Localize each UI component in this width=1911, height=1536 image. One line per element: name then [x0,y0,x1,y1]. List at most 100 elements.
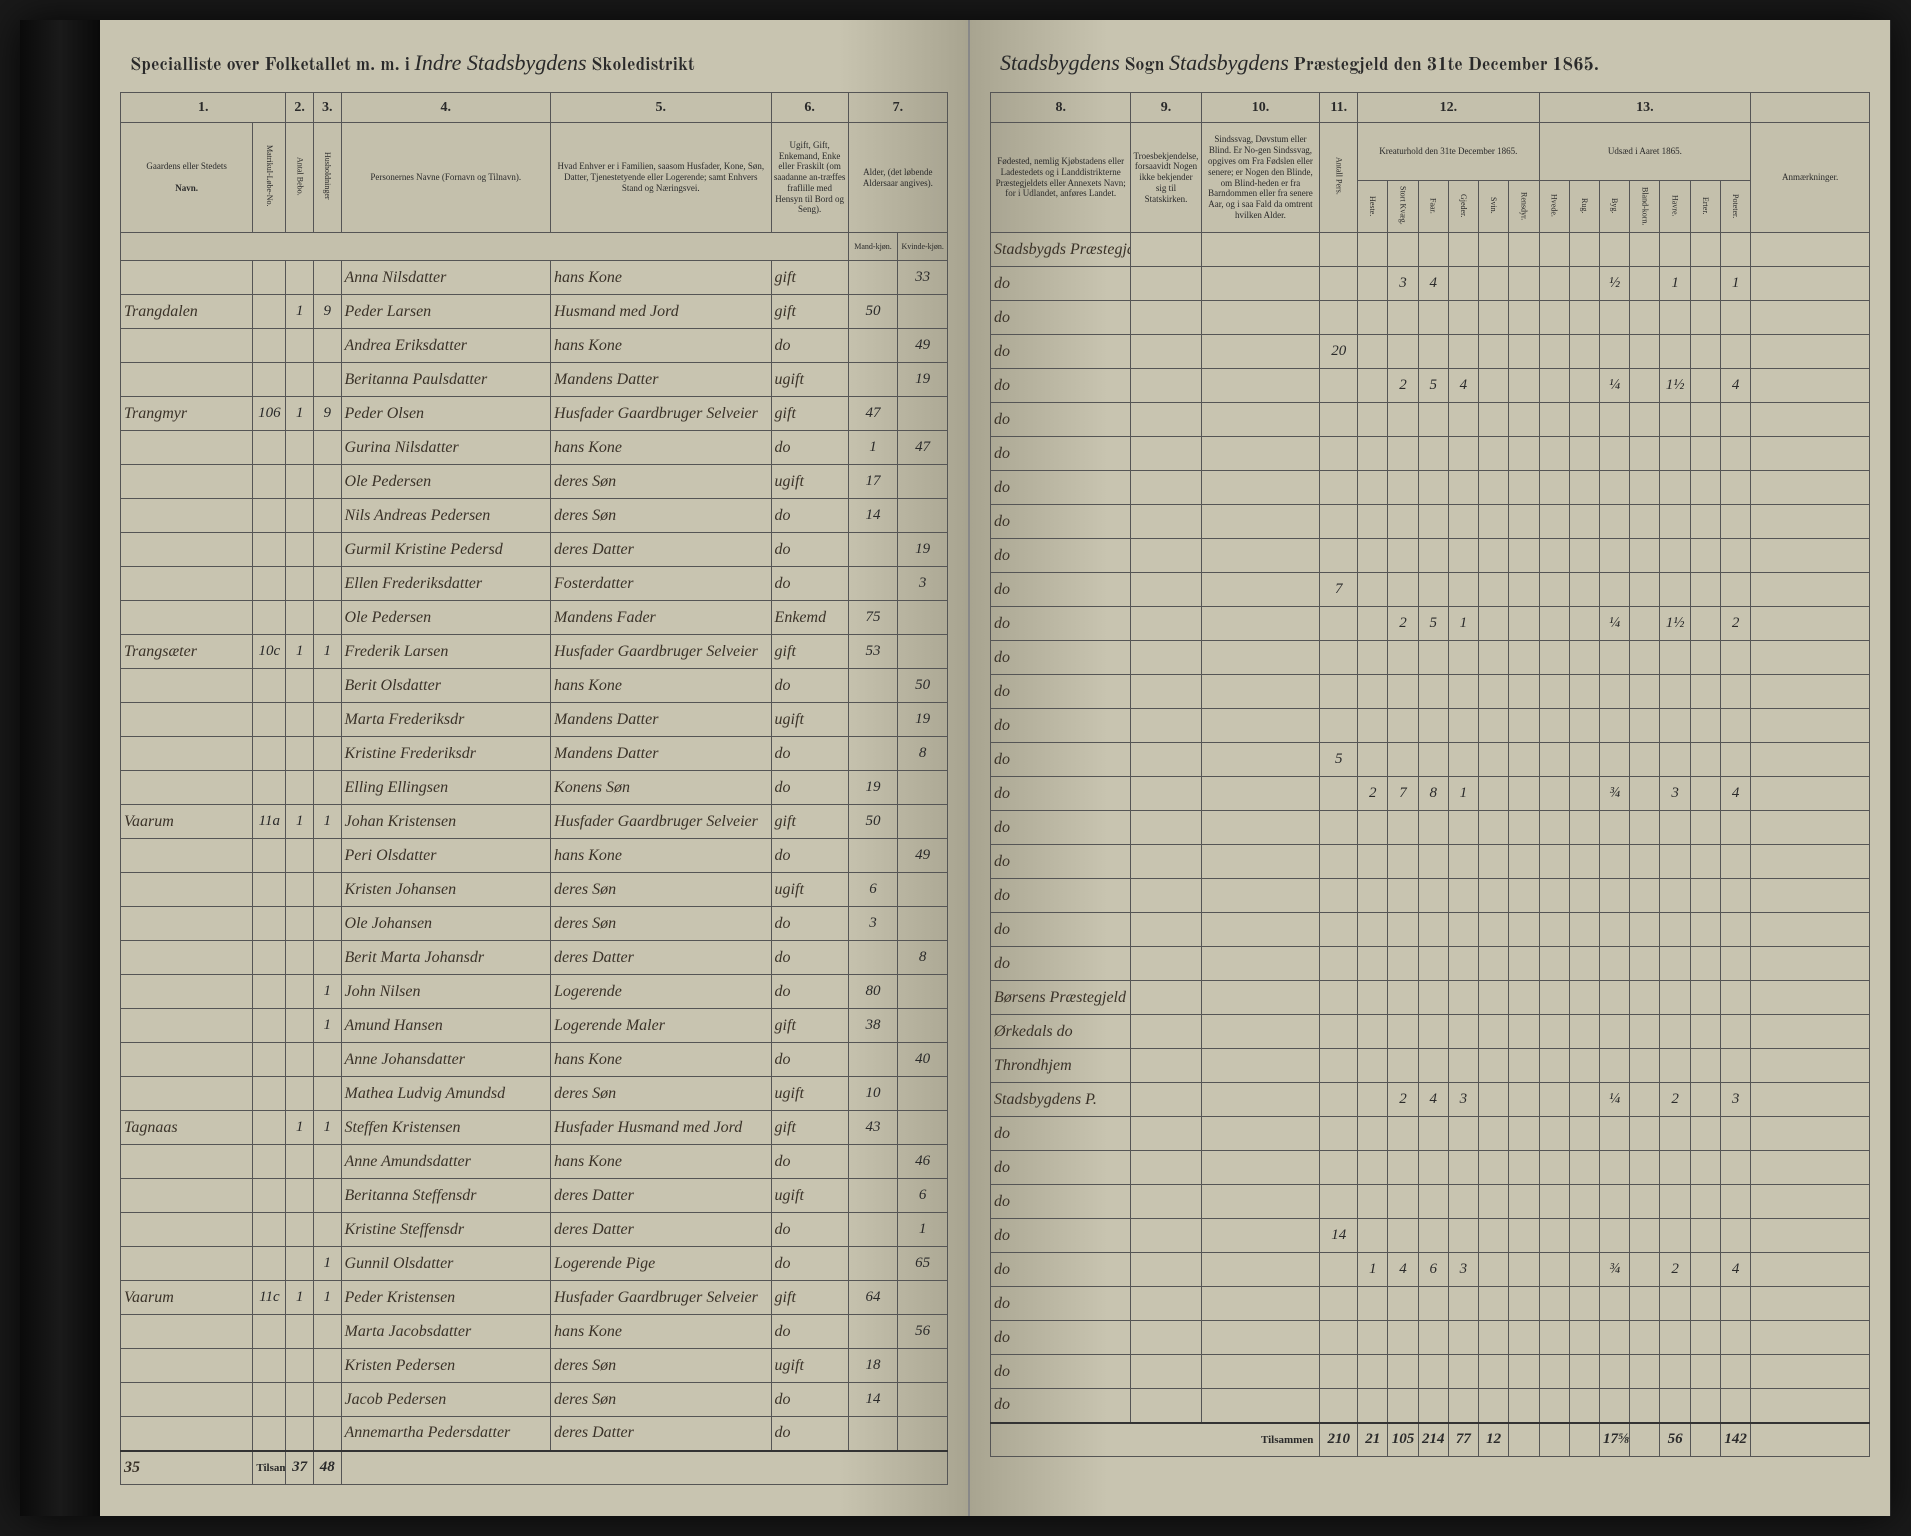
cell-ha [1660,233,1690,267]
cell-hv [1539,471,1569,505]
cell-er [1690,1083,1720,1117]
cell-er [1690,1049,1720,1083]
cell-pers [1320,811,1358,845]
cell-k: 3 [1388,267,1418,301]
cell-ru [1569,1049,1599,1083]
cell-g [1448,1389,1478,1423]
cell-tro [1131,811,1201,845]
cell-beb: 1 [286,295,314,329]
header-district: Indre Stadsbygdens [415,50,587,75]
cell-g: 3 [1448,1253,1478,1287]
cell-fam: deres Datter [551,1213,772,1247]
cell-navn: Ole Johansen [341,907,551,941]
table-row: Berit Olsdatterhans Konedo50 [121,669,948,703]
cell-po [1720,913,1750,947]
cell-ru [1569,1321,1599,1355]
cell-hv [1539,505,1569,539]
cell-fam: hans Kone [551,329,772,363]
cell-anm [1751,1253,1870,1287]
cell-po [1720,471,1750,505]
cell-k: 2 [1388,1083,1418,1117]
cell-beb [286,363,314,397]
cell-kk [898,1281,948,1315]
cell-er [1690,233,1720,267]
cell-navn: Amund Hansen [341,1009,551,1043]
cell-tro [1131,369,1201,403]
cell-fod: do [991,675,1131,709]
cell-fam: Logerende Maler [551,1009,772,1043]
cell-tro [1131,947,1201,981]
cell-navn: Jacob Pedersen [341,1383,551,1417]
table-row: do [991,1151,1870,1185]
cell-fam: Husfader Gaardbruger Selveier [551,1281,772,1315]
cell-mno [253,1417,286,1451]
tot-f: 214 [1418,1423,1448,1457]
cell-pers [1320,1389,1358,1423]
cell-navn: Gunnil Olsdatter [341,1247,551,1281]
s12d: Gjeder. [1448,181,1478,233]
cell-mk: 10 [848,1077,898,1111]
cell-mno [253,1111,286,1145]
cell-by [1600,335,1630,369]
cell-k [1388,1151,1418,1185]
cell-pers [1320,1287,1358,1321]
cell-f [1418,403,1448,437]
cell-hv [1539,403,1569,437]
cell-f [1418,879,1448,913]
cell-h [1358,233,1388,267]
cell-mk: 64 [848,1281,898,1315]
cell-gaard: Tagnaas [121,1111,253,1145]
cell-ru [1569,675,1599,709]
cell-h [1358,1049,1388,1083]
cell-tro [1131,1151,1201,1185]
blank-tot [341,1451,947,1485]
h10: Sindssvag, Døvstum eller Blind. Er No-ge… [1201,123,1320,233]
cell-er [1690,709,1720,743]
cell-kk: 19 [898,533,948,567]
cell-hv [1539,573,1569,607]
cell-po [1720,539,1750,573]
cell-er [1690,267,1720,301]
cell-gaard [121,363,253,397]
cell-h [1358,335,1388,369]
cell-kk [898,1383,948,1417]
cell-kk: 50 [898,669,948,703]
cell-po: 4 [1720,369,1750,403]
cell-k [1388,335,1418,369]
cell-g [1448,879,1478,913]
cell-ru [1569,1389,1599,1423]
cell-tro [1131,403,1201,437]
cell-fod: do [991,471,1131,505]
cell-mno: 11a [253,805,286,839]
cell-g [1448,675,1478,709]
cell-fod: Throndhjem [991,1049,1131,1083]
cell-sind [1201,675,1320,709]
cell-gaard [121,329,253,363]
table-row: Børsens Præstegjeld [991,981,1870,1015]
cell-beb [286,907,314,941]
cell-stand: do [771,975,848,1009]
cell-gaard [121,1315,253,1349]
cell-k [1388,1287,1418,1321]
cell-er [1690,879,1720,913]
cell-hh [313,499,341,533]
cell-by [1600,437,1630,471]
cell-fam: deres Søn [551,499,772,533]
cell-anm [1751,1049,1870,1083]
cell-ru [1569,1151,1599,1185]
cell-ru [1569,267,1599,301]
cell-gaard [121,1179,253,1213]
cell-by [1600,1117,1630,1151]
cell-f: 5 [1418,607,1448,641]
cell-ha [1660,403,1690,437]
cell-mk: 18 [848,1349,898,1383]
cell-mno [253,533,286,567]
s13d: Bland-korn. [1630,181,1660,233]
cell-pers [1320,1355,1358,1389]
cell-sind [1201,1083,1320,1117]
cell-er [1690,675,1720,709]
cell-r [1509,913,1539,947]
col-2: 2. [286,93,314,123]
cell-g [1448,1321,1478,1355]
cell-mk: 19 [848,771,898,805]
